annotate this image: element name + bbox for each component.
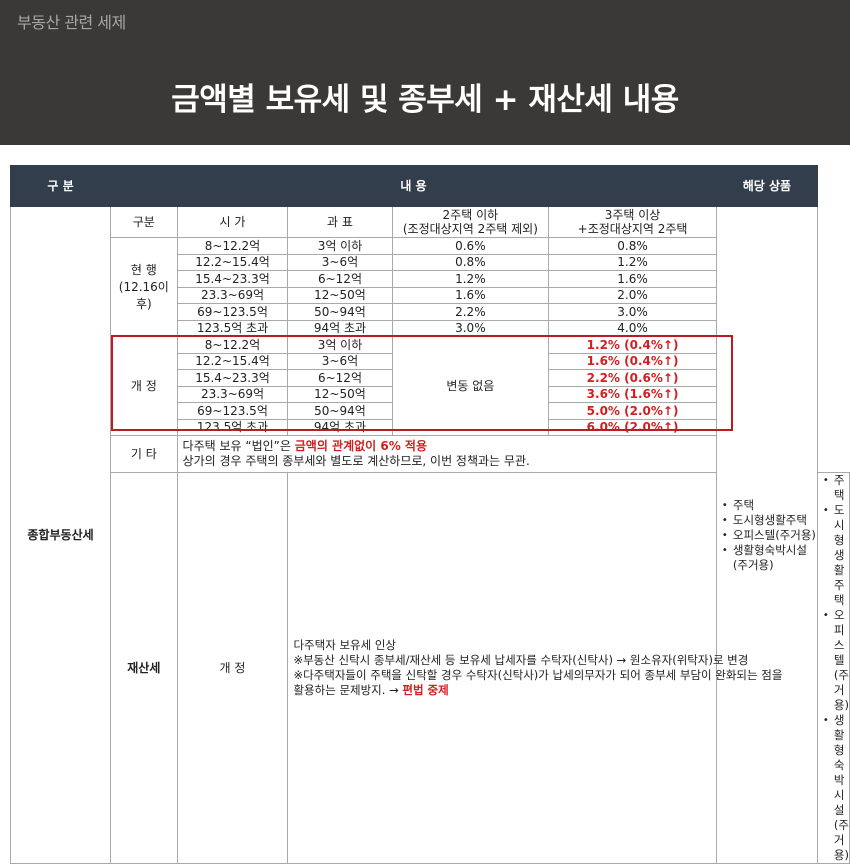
- table-row: 69~123.5억 50~94억 2.2% 3.0%: [11, 303, 850, 321]
- cell-three-rate-revised: 3.6% (1.6%↑): [548, 385, 717, 403]
- cell-three-rate: 3.0%: [548, 303, 717, 321]
- header-category: 구 분: [9, 165, 112, 207]
- property-sub-label: 개 정: [176, 472, 289, 864]
- table-row: 개 정 8~12.2억 3억 이하 변동 없음 1.2% (0.4%↑): [11, 336, 850, 436]
- table-row: 123.5억 초과 94억 초과 6.0% (2.0%↑): [11, 418, 850, 436]
- current-label-line1: 현 행: [130, 262, 157, 277]
- cell-three-rate: 4.0%: [548, 319, 717, 337]
- cell-price: 15.4~23.3억: [176, 270, 289, 288]
- other-line1-a: 다주택 보유 “법인”은: [182, 439, 295, 453]
- cell-price: 69~123.5억: [176, 402, 289, 420]
- cell-price: 23.3~69억: [176, 286, 289, 304]
- subheader-three-line1: 3주택 이상: [604, 208, 661, 222]
- subheader-two-homes: 2주택 이하 (조정대상지역 2주택 제외): [391, 206, 550, 238]
- subheader-price: 시 가: [176, 206, 289, 238]
- cell-three-rate: 1.6%: [548, 270, 717, 288]
- cell-price: 8~12.2억: [176, 336, 289, 354]
- other-line2: 상가의 경우 주택의 종부세와 별도로 계산하므로, 이번 정책과는 무관.: [182, 454, 530, 468]
- subheader-three-line2: +조정대상지역 2주택: [577, 222, 688, 236]
- cell-three-rate-revised: 1.6% (0.4%↑): [548, 352, 717, 370]
- property-line1: 다주택자 보유세 인상: [293, 638, 396, 652]
- cell-three-rate-revised: 5.0% (2.0%↑): [548, 402, 717, 420]
- cell-price: 12.2~15.4억: [176, 352, 289, 370]
- cell-base: 12~50억: [287, 385, 393, 403]
- cell-price: 12.2~15.4억: [176, 253, 289, 271]
- product-item: 생활형숙박시설 (주거용): [721, 543, 817, 573]
- property-line4-a: 활용하는 문제방지. →: [293, 683, 403, 697]
- cell-price: 123.5억 초과: [176, 418, 289, 436]
- product-item: 생활형숙박시설 (주거용): [822, 713, 849, 863]
- cell-two-rate: 2.2%: [391, 303, 550, 321]
- cell-base: 50~94억: [287, 303, 393, 321]
- product-item: 오피스텔(주거용): [721, 528, 817, 543]
- property-tax-label: 재산세: [110, 472, 178, 864]
- table-row: 12.2~15.4억 3~6억 0.8% 1.2%: [11, 253, 850, 271]
- cell-three-rate-revised: 1.2% (0.4%↑): [548, 336, 717, 354]
- cell-three-rate: 2.0%: [548, 286, 717, 304]
- product-item: 주택: [721, 498, 817, 513]
- other-note: 다주택 보유 “법인”은 금액의 관계없이 6% 적용 상가의 경우 주택의 종…: [176, 435, 717, 473]
- cell-two-rate: 0.6%: [391, 237, 550, 255]
- table-subheader-row: 종합부동산세 구분 시 가 과 표 2주택 이하 (조정대상지역 2주택 제외)…: [9, 206, 850, 864]
- cell-base: 12~50억: [287, 286, 393, 304]
- product-item: 도시형생활주택: [721, 513, 817, 528]
- cell-two-rate: 1.2%: [391, 270, 550, 288]
- property-line4-b: 편법 중제: [402, 683, 449, 697]
- cell-three-rate-revised: 2.2% (0.6%↑): [548, 369, 717, 387]
- cell-base: 3억 이하: [287, 336, 393, 354]
- cell-two-rate: 0.8%: [391, 253, 550, 271]
- table-row-other: 기 타 다주택 보유 “법인”은 금액의 관계없이 6% 적용 상가의 경우 주…: [11, 435, 850, 473]
- cell-base: 3~6억: [287, 352, 393, 370]
- other-line1-b: 금액의 관계없이 6% 적용: [294, 439, 428, 453]
- cell-base: 94억 초과: [287, 418, 393, 436]
- revised-label: 개 정: [110, 336, 178, 436]
- property-line3: ※다주택자들이 주택을 신탁할 경우 수탁자(신탁사)가 납세의무자가 되어 종…: [293, 668, 783, 682]
- subheader-group: 구분: [110, 206, 178, 238]
- subheader-three-homes: 3주택 이상 +조정대상지역 2주택: [548, 206, 717, 238]
- subheader-two-line2: (조정대상지역 2주택 제외): [402, 222, 538, 236]
- cell-base: 3~6억: [287, 253, 393, 271]
- table-header-row: 구 분 내 용 해당 상품: [9, 165, 850, 207]
- product-item: 오피스텔(주거용): [822, 608, 849, 713]
- cell-price: 69~123.5억: [176, 303, 289, 321]
- table-row: 23.3~69억 12~50억 1.6% 2.0%: [11, 286, 850, 304]
- header-banner: 부동산 관련 세제 금액별 보유세 및 종부세 + 재산세 내용: [0, 0, 850, 145]
- cell-base: 6~12억: [287, 270, 393, 288]
- table-row: 15.4~23.3억 6~12억 1.2% 1.6%: [11, 270, 850, 288]
- property-line2: ※부동산 신탁시 종부세/재산세 등 보유세 납세자를 수탁자(신탁사) → 원…: [293, 653, 749, 667]
- cell-price: 123.5억 초과: [176, 319, 289, 337]
- current-label: 현 행 (12.16이후): [110, 237, 178, 337]
- page-title: 금액별 보유세 및 종부세 + 재산세 내용: [171, 82, 679, 118]
- header-content: 내 용: [110, 165, 717, 207]
- cell-price: 23.3~69억: [176, 385, 289, 403]
- property-products: 주택 도시형생활주택 오피스텔(주거용) 생활형숙박시설 (주거용): [816, 472, 850, 864]
- cell-two-rate: 1.6%: [391, 286, 550, 304]
- cell-base: 6~12억: [287, 369, 393, 387]
- cell-base: 94억 초과: [287, 319, 393, 337]
- comprehensive-tax-label: 종합부동산세: [9, 206, 112, 864]
- subheader-base: 과 표: [287, 206, 393, 238]
- current-label-line2: (12.16이후): [118, 279, 169, 311]
- table-row: 12.2~15.4억 3~6억 1.6% (0.4%↑): [11, 352, 850, 370]
- cell-two-rate: 3.0%: [391, 319, 550, 337]
- product-item: 도시형생활주택: [822, 503, 849, 608]
- tax-table: 구 분 내 용 해당 상품 종합부동산세 구분 시 가 과 표 2주택 이하 (…: [9, 165, 850, 864]
- cell-price: 15.4~23.3억: [176, 369, 289, 387]
- subheader-two-line1: 2주택 이하: [442, 208, 499, 222]
- product-item: 주택: [822, 474, 849, 504]
- cell-base: 3억 이하: [287, 237, 393, 255]
- page-subtitle: 부동산 관련 세제: [17, 13, 126, 32]
- cell-three-rate-revised: 6.0% (2.0%↑): [548, 418, 717, 436]
- header-products: 해당 상품: [715, 165, 818, 207]
- revised-two-note: 변동 없음: [391, 336, 550, 436]
- other-label: 기 타: [110, 435, 178, 473]
- cell-three-rate: 1.2%: [548, 253, 717, 271]
- cell-three-rate: 0.8%: [548, 237, 717, 255]
- cell-price: 8~12.2억: [176, 237, 289, 255]
- cell-base: 50~94억: [287, 402, 393, 420]
